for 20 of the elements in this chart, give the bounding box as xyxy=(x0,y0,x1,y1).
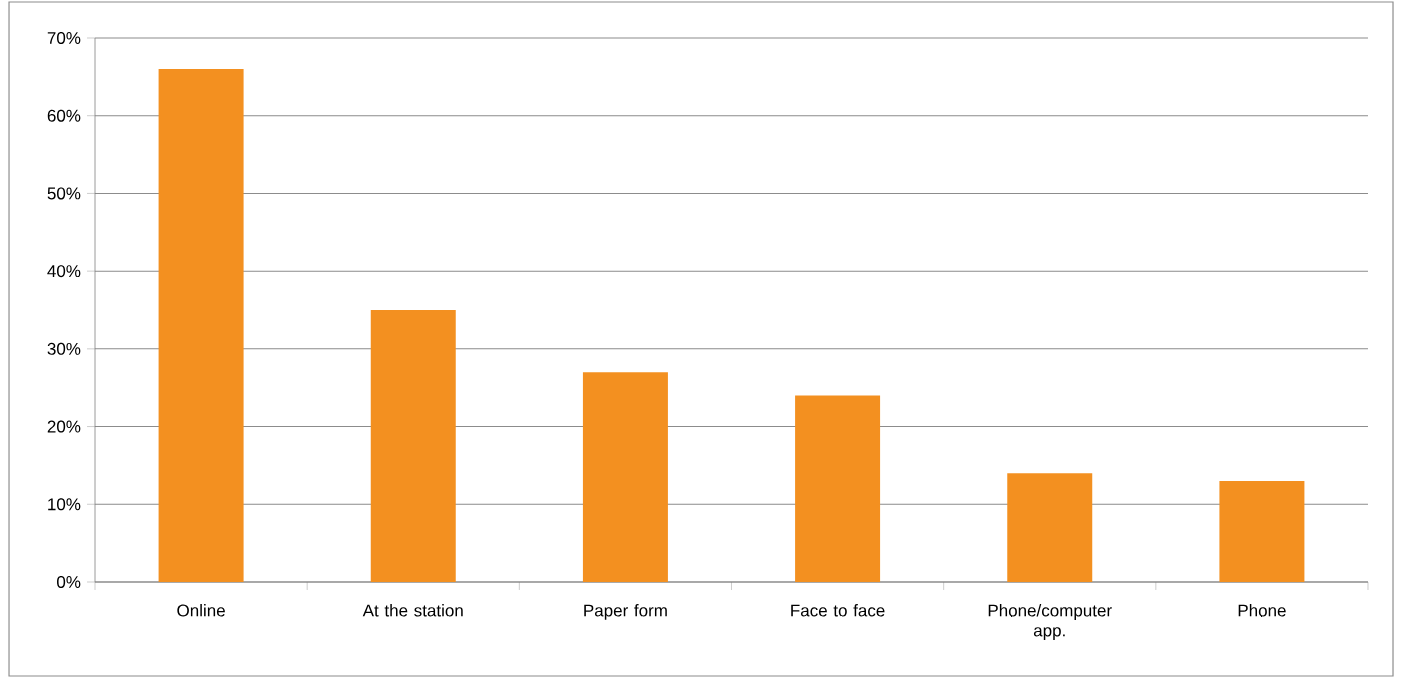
y-tick-label: 30% xyxy=(47,342,81,355)
x-tick-label: Face to face xyxy=(791,604,885,617)
bar xyxy=(582,372,668,582)
y-tick-label: 70% xyxy=(47,31,81,44)
bar xyxy=(795,395,881,582)
x-tick-label: Phone xyxy=(1238,604,1286,617)
x-tick-label: Online xyxy=(177,604,225,617)
bar xyxy=(1007,473,1093,582)
bar xyxy=(370,309,456,582)
y-tick-label: 40% xyxy=(47,265,81,278)
y-tick-label: 20% xyxy=(47,420,81,433)
y-tick-label: 0% xyxy=(57,575,81,588)
x-tick-label: Paper form xyxy=(584,604,667,620)
y-tick-label: 50% xyxy=(47,187,81,200)
x-tick-label: Phone/computer app. xyxy=(988,604,1112,640)
y-tick-label: 60% xyxy=(47,109,81,122)
y-tick-label: 10% xyxy=(48,498,81,511)
bar xyxy=(158,69,244,582)
x-tick-label: At the station xyxy=(362,604,463,617)
bar xyxy=(1219,480,1305,582)
